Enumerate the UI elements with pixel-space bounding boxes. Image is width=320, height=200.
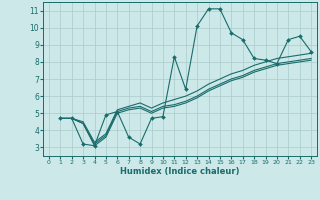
X-axis label: Humidex (Indice chaleur): Humidex (Indice chaleur)	[120, 167, 240, 176]
